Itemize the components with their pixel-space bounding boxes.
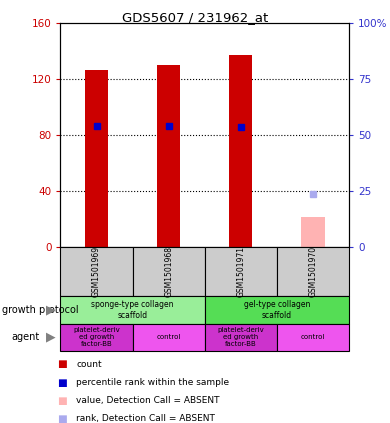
Bar bbox=[157, 65, 180, 247]
Text: ▶: ▶ bbox=[46, 303, 55, 316]
Text: gel-type collagen
scaffold: gel-type collagen scaffold bbox=[244, 300, 310, 319]
Text: ■: ■ bbox=[58, 378, 67, 387]
Bar bbox=[301, 217, 324, 247]
Text: GSM1501969: GSM1501969 bbox=[92, 246, 101, 297]
Text: ▶: ▶ bbox=[46, 331, 55, 344]
Text: GSM1501970: GSM1501970 bbox=[308, 246, 317, 297]
Text: agent: agent bbox=[12, 332, 40, 342]
Text: rank, Detection Call = ABSENT: rank, Detection Call = ABSENT bbox=[76, 415, 215, 423]
Text: control: control bbox=[156, 334, 181, 341]
Text: ■: ■ bbox=[58, 396, 67, 406]
Bar bbox=[85, 69, 108, 247]
Text: value, Detection Call = ABSENT: value, Detection Call = ABSENT bbox=[76, 396, 220, 405]
Text: platelet-deriv
ed growth
factor-BB: platelet-deriv ed growth factor-BB bbox=[218, 327, 264, 347]
Text: growth protocol: growth protocol bbox=[2, 305, 78, 315]
Text: control: control bbox=[301, 334, 325, 341]
Text: count: count bbox=[76, 360, 102, 369]
Text: GSM1501968: GSM1501968 bbox=[164, 246, 173, 297]
Text: GSM1501971: GSM1501971 bbox=[236, 246, 245, 297]
Text: sponge-type collagen
scaffold: sponge-type collagen scaffold bbox=[91, 300, 174, 319]
Bar bbox=[229, 55, 252, 247]
Text: percentile rank within the sample: percentile rank within the sample bbox=[76, 378, 229, 387]
Text: ■: ■ bbox=[58, 360, 67, 369]
Text: platelet-deriv
ed growth
factor-BB: platelet-deriv ed growth factor-BB bbox=[73, 327, 120, 347]
Text: ■: ■ bbox=[58, 414, 67, 423]
Text: GDS5607 / 231962_at: GDS5607 / 231962_at bbox=[122, 11, 268, 24]
